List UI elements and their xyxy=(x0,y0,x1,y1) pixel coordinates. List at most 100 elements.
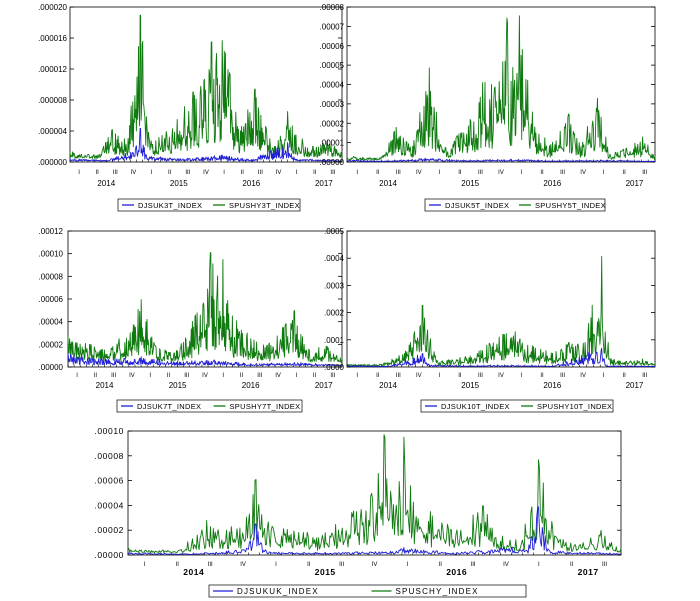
x-quarter-label: I xyxy=(296,170,298,176)
series-line-spushy3t-index xyxy=(69,14,343,159)
series-line-djsukuk-index xyxy=(127,506,622,555)
x-quarter-label: IV xyxy=(580,373,586,379)
x-quarter-label: II xyxy=(240,373,244,379)
x-quarter-label: III xyxy=(113,170,118,176)
y-tick-label: .00005 xyxy=(320,61,345,70)
y-tick-label: .000004 xyxy=(38,127,67,136)
x-quarter-label: I xyxy=(407,562,409,568)
chart-panel-1: .000000 .000004 .000008 .000012 .000016 .0000… xyxy=(38,3,343,212)
legend-entry: SPUSHY5T_INDEX xyxy=(535,201,606,210)
legend-entry: SPUSHY7T_INDEX xyxy=(230,402,301,411)
x-quarter-label: I xyxy=(149,373,151,379)
plot-frame xyxy=(346,230,656,368)
x-quarter-label: II xyxy=(376,170,380,176)
x-year-label: 2016 xyxy=(242,179,260,188)
x-quarter-label: III xyxy=(257,373,262,379)
y-tick-label: .00003 xyxy=(320,100,345,109)
x-quarter-label: I xyxy=(439,373,441,379)
x-year-label: 2014 xyxy=(183,567,204,577)
x-quarter-label: I xyxy=(144,562,146,568)
x-quarter-label: IV xyxy=(503,562,509,568)
series-line-spushy5t-index xyxy=(346,15,656,161)
series-line-spushy10t-index xyxy=(346,256,656,367)
legend-box xyxy=(424,198,606,212)
x-year-label: 2016 xyxy=(543,381,561,390)
x-year-label: 2015 xyxy=(170,179,188,188)
x-quarter-label: II xyxy=(570,562,574,568)
x-quarter-label: III xyxy=(396,170,401,176)
x-quarter-label: I xyxy=(295,373,297,379)
legend-box xyxy=(116,399,303,413)
legend-entry: SPUSHY3T_INDEX xyxy=(229,201,300,210)
x-quarter-label: II xyxy=(376,373,380,379)
x-quarter-label: II xyxy=(313,170,317,176)
y-tick-label: .00012 xyxy=(39,227,64,236)
x-year-label: 2017 xyxy=(626,179,644,188)
x-quarter-label: I xyxy=(78,170,80,176)
y-tick-label: .00006 xyxy=(320,42,345,51)
y-tick-label: .000000 xyxy=(38,158,67,167)
legend-box xyxy=(117,198,301,212)
x-quarter-label: II xyxy=(167,373,171,379)
y-tick-label: .00000 xyxy=(94,550,124,560)
x-year-label: 2016 xyxy=(543,179,561,188)
x-quarter-label: I xyxy=(356,373,358,379)
x-quarter-label: I xyxy=(521,170,523,176)
legend: DJSUKUK_INDEX SPUSCHY_INDEX xyxy=(208,584,527,598)
x-year-label: 2014 xyxy=(97,179,115,188)
y-tick-label: .00004 xyxy=(39,318,64,327)
series-line-djsuk10t-index xyxy=(347,347,656,368)
y-tick-label: .0005 xyxy=(324,227,345,236)
x-quarter-label: IV xyxy=(202,373,208,379)
x-year-label: 2017 xyxy=(315,179,333,188)
x-quarter-label: IV xyxy=(275,373,281,379)
legend-box xyxy=(420,399,614,413)
legend-entry: DJSUK7T_INDEX xyxy=(137,402,201,411)
x-quarter-label: I xyxy=(76,373,78,379)
y-tick-label: .00010 xyxy=(94,426,124,436)
y-tick-label: .0002 xyxy=(324,309,345,318)
x-quarter-label: II xyxy=(241,170,245,176)
x-year-label: 2017 xyxy=(315,381,333,390)
legend-entry: DJSUKUK_INDEX xyxy=(237,587,319,596)
x-quarter-label: III xyxy=(258,170,263,176)
series-line-djsuk3t-index xyxy=(69,127,343,162)
x-quarter-label: III xyxy=(185,170,190,176)
x-quarter-label: II xyxy=(168,170,172,176)
x-quarter-label: III xyxy=(642,373,647,379)
series-line-spuschy-index xyxy=(127,434,622,554)
x-quarter-label: IV xyxy=(203,170,209,176)
x-quarter-label: IV xyxy=(131,170,137,176)
x-quarter-label: II xyxy=(439,562,443,568)
x-quarter-label: II xyxy=(307,562,311,568)
y-tick-label: .00006 xyxy=(94,476,124,486)
x-quarter-label: I xyxy=(223,170,225,176)
x-quarter-label: III xyxy=(478,373,483,379)
y-tick-label: .00000 xyxy=(39,363,64,372)
x-quarter-label: II xyxy=(458,170,462,176)
x-quarter-label: III xyxy=(478,170,483,176)
x-quarter-label: I xyxy=(538,562,540,568)
y-tick-label: .00006 xyxy=(39,295,64,304)
y-tick-label: .00008 xyxy=(94,451,124,461)
x-year-label: 2017 xyxy=(578,567,599,577)
y-tick-label: .0001 xyxy=(324,336,345,345)
x-quarter-label: IV xyxy=(498,170,504,176)
legend-entry: DJSUK10T_INDEX xyxy=(441,402,510,411)
y-tick-label: .00004 xyxy=(94,500,124,510)
legend-box xyxy=(208,584,527,598)
x-quarter-label: II xyxy=(540,373,544,379)
x-quarter-label: III xyxy=(560,373,565,379)
x-quarter-label: II xyxy=(176,562,180,568)
x-quarter-label: III xyxy=(396,373,401,379)
legend-entry: SPUSCHY_INDEX xyxy=(396,587,479,596)
y-tick-label: .000008 xyxy=(38,96,67,105)
x-quarter-label: IV xyxy=(416,170,422,176)
x-quarter-label: I xyxy=(275,562,277,568)
x-quarter-label: II xyxy=(96,170,100,176)
y-tick-label: .00002 xyxy=(39,340,64,349)
legend: DJSUK5T_INDEX SPUSHY5T_INDEX xyxy=(424,198,606,212)
